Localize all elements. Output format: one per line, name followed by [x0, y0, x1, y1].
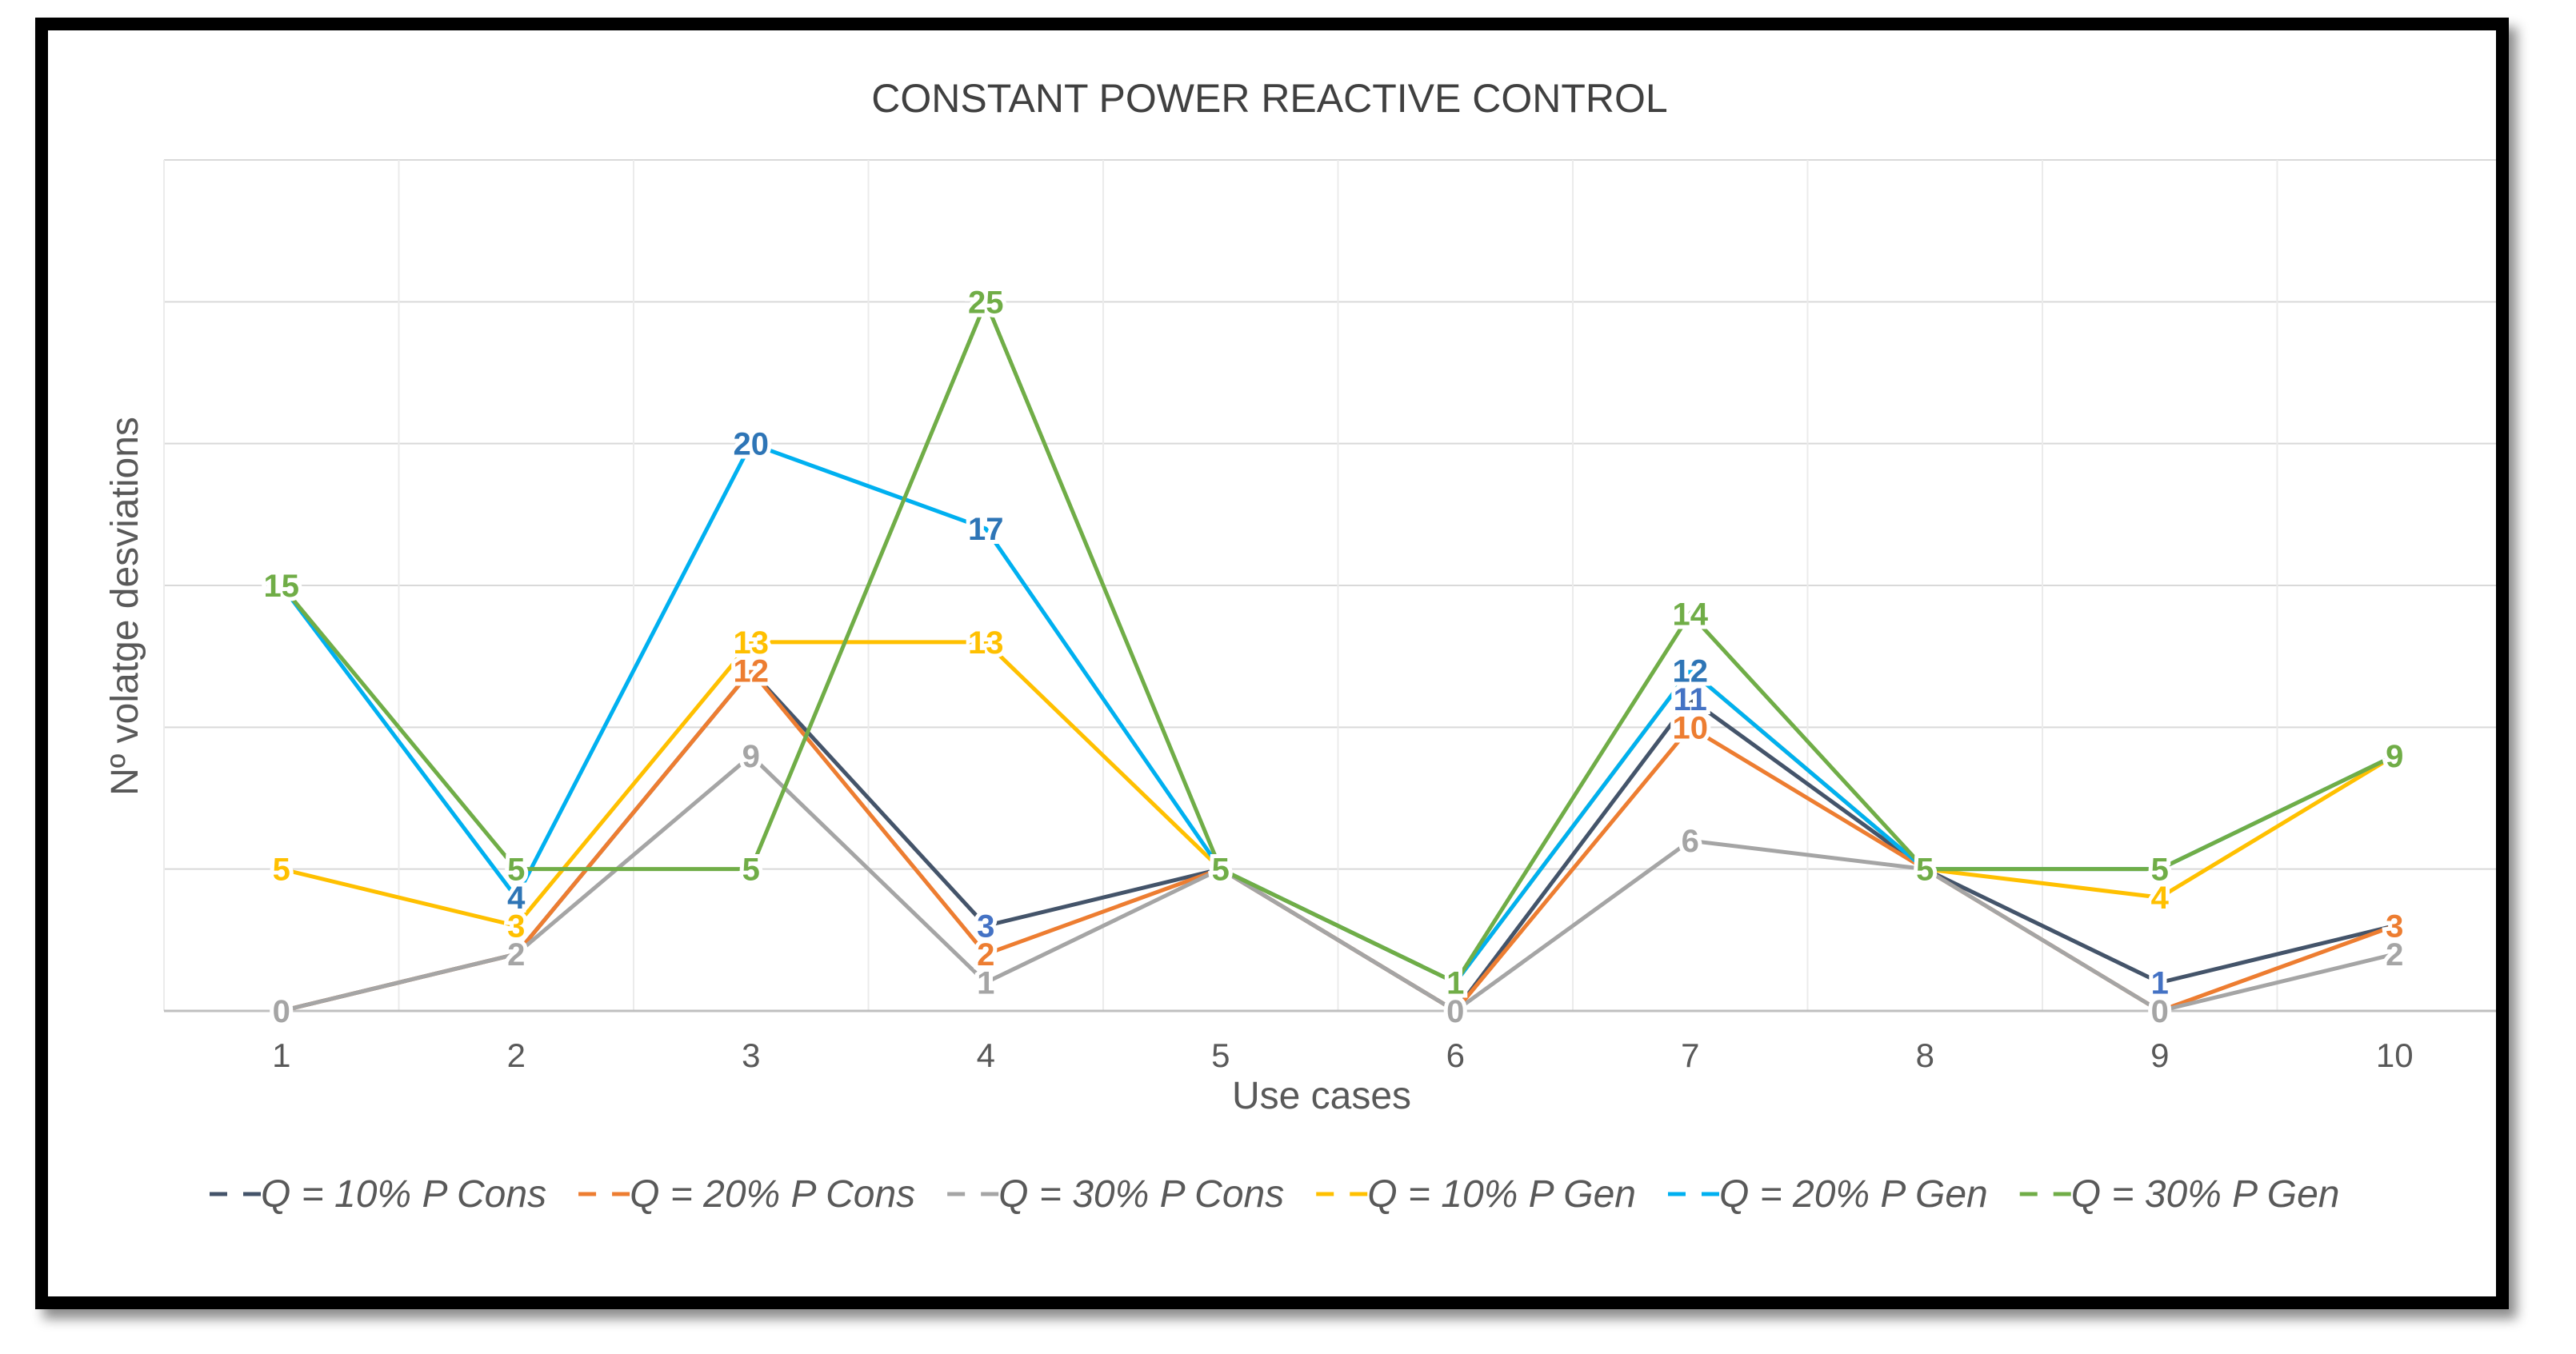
data-label: 14 [1673, 597, 1709, 632]
x-tick-label: 5 [1211, 1036, 1230, 1074]
x-tick-label: 6 [1446, 1036, 1465, 1074]
legend-label: Q = 10% P Gen [1367, 1173, 1636, 1216]
data-label: 11 [1674, 682, 1707, 717]
legend-label: Q = 30% P Gen [2071, 1173, 2340, 1216]
data-label: 2 [507, 937, 525, 973]
data-label: 1 [2151, 966, 2169, 1001]
legend-label: Q = 10% P Cons [261, 1173, 546, 1216]
data-label: 5 [507, 853, 525, 888]
x-tick-label: 3 [742, 1036, 760, 1074]
x-tick-label: 7 [1681, 1036, 1699, 1074]
data-label: 3 [507, 909, 525, 945]
data-label: 2 [977, 937, 994, 973]
data-label: 5 [1212, 853, 1230, 888]
data-label: 6 [1682, 824, 1699, 859]
data-label: 9 [2386, 739, 2403, 774]
data-label: 9 [742, 739, 760, 774]
x-tick-label: 2 [507, 1036, 526, 1074]
data-label: 3 [977, 909, 994, 945]
legend: Q = 10% P Cons Q = 20% P Cons Q = 30% P Co… [210, 1173, 2339, 1216]
x-tick-label: 4 [977, 1036, 995, 1074]
data-label: 5 [273, 853, 290, 888]
data-label: 3 [2386, 909, 2403, 945]
data-label: 0 [1446, 994, 1464, 1029]
data-label: 5 [1916, 853, 1934, 888]
data-label: 12 [734, 653, 770, 689]
x-tick-label: 10 [2376, 1036, 2414, 1074]
legend-label: Q = 30% P Cons [998, 1173, 1284, 1216]
x-axis-ticks: 1 2 3 4 5 6 7 8 9 10 [272, 1036, 2414, 1074]
data-label: 5 [2151, 853, 2169, 888]
series-line [279, 296, 2396, 985]
data-label: 1 [977, 966, 994, 1001]
data-label: 17 [968, 512, 1004, 547]
data-label: 13 [968, 625, 1004, 661]
data-label: 5 [742, 853, 760, 888]
data-label: 0 [273, 994, 290, 1029]
data-label: 20 [734, 427, 770, 462]
data-label: 0 [2151, 994, 2169, 1029]
data-label: 15 [264, 569, 300, 604]
data-label: 10 [1673, 710, 1709, 745]
legend-label: Q = 20% P Cons [630, 1173, 915, 1216]
series-line [281, 753, 2395, 1013]
series-lines [279, 296, 2396, 1014]
legend-label: Q = 20% P Gen [1719, 1173, 1988, 1216]
data-label: 12 [1673, 653, 1709, 689]
data-label: 2 [2386, 937, 2403, 973]
x-tick-label: 1 [272, 1036, 290, 1074]
x-tick-label: 8 [1916, 1036, 1934, 1074]
y-axis-label: Nº volatge desviations [104, 417, 146, 796]
data-label: 13 [734, 625, 770, 661]
x-axis-label: Use cases [1232, 1075, 1411, 1117]
chart-title: CONSTANT POWER REACTIVE CONTROL [871, 76, 1667, 121]
x-tick-label: 9 [2150, 1036, 2169, 1074]
data-label: 1 [1446, 966, 1464, 1001]
data-label: 25 [968, 285, 1004, 320]
